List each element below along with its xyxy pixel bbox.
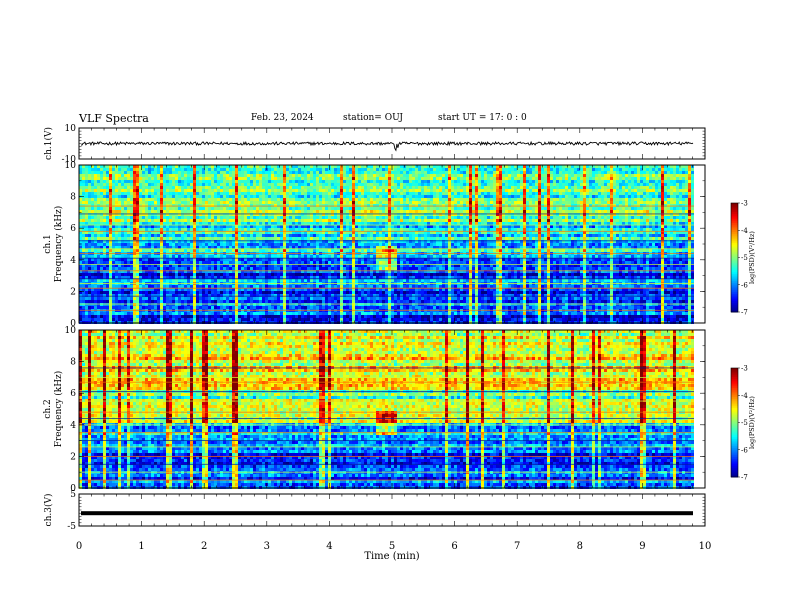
- xtick-9: 9: [639, 541, 645, 552]
- xtick-6: 6: [451, 541, 457, 552]
- sp1-ytick-3: 6: [70, 224, 76, 234]
- ch1-spectrogram-image: [79, 165, 705, 324]
- xtick-5: 5: [389, 541, 395, 552]
- sp1-ylabel-channel: ch.1: [43, 234, 53, 253]
- ch2-spectrogram-image: [79, 330, 705, 489]
- sp1-ytick-2: 4: [70, 256, 76, 266]
- sp2-cbar-tick-2: -5: [741, 419, 748, 427]
- sp2-ytick-1: 2: [70, 452, 76, 462]
- sp1-cbar-tick-1: -4: [741, 227, 748, 235]
- xtick-2: 2: [201, 541, 207, 552]
- xtick-0: 0: [76, 541, 82, 552]
- sp2-cbar-label: log(PSD)(V²/Hz): [748, 396, 756, 449]
- xaxis-label: Time (min): [364, 551, 419, 562]
- sp2-cbar-tick-0: -3: [741, 365, 748, 373]
- sp2-cbar-tick-4: -7: [741, 474, 748, 482]
- ch1-ytick-0: 10: [65, 124, 77, 134]
- start-time-label: start UT = 17: 0 : 0: [438, 113, 527, 123]
- sp2-ytick-3: 6: [70, 389, 76, 399]
- xtick-8: 8: [577, 541, 583, 552]
- sp2-ytick-5: 10: [65, 326, 77, 336]
- xtick-3: 3: [264, 541, 270, 552]
- station-label: station= OUJ: [343, 113, 403, 123]
- sp1-cbar-label: log(PSD)(V²/Hz): [748, 231, 756, 284]
- sp1-ylabel-freq: Frequency (kHz): [53, 206, 64, 283]
- sp1-cbar-tick-0: -3: [741, 200, 748, 208]
- sp1-ytick-5: 10: [65, 161, 77, 171]
- sp1-ytick-1: 2: [70, 287, 76, 297]
- sp1-ytick-0: 0: [70, 319, 76, 329]
- sp1-ytick-4: 8: [70, 193, 76, 203]
- ch3-ytick-1: -5: [67, 522, 76, 532]
- sp1-cbar-tick-3: -6: [741, 281, 748, 289]
- sp2-ylabel-channel: ch.2: [43, 399, 53, 418]
- sp2-ytick-0: 0: [70, 484, 76, 494]
- sp2-ytick-2: 4: [70, 421, 76, 431]
- xtick-1: 1: [138, 541, 144, 552]
- sp1-cbar-tick-2: -5: [741, 254, 748, 262]
- ch1-ylabel: ch.1(V): [43, 127, 54, 160]
- sp2-colorbar: [730, 367, 739, 478]
- chart-title: VLF Spectra: [79, 112, 149, 125]
- xtick-10: 10: [699, 541, 712, 552]
- sp2-ytick-4: 8: [70, 358, 76, 368]
- xtick-4: 4: [326, 541, 332, 552]
- date-label: Feb. 23, 2024: [251, 113, 314, 123]
- ch3-ylabel: ch.3(V): [43, 494, 54, 527]
- sp1-cbar-tick-4: -7: [741, 309, 748, 317]
- xtick-7: 7: [514, 541, 520, 552]
- sp2-cbar-tick-3: -6: [741, 446, 748, 454]
- ch3-waveform-line: [81, 511, 693, 516]
- sp2-ylabel-freq: Frequency (kHz): [53, 371, 64, 448]
- ch1-ytick-1: -10: [62, 155, 77, 165]
- ch3-ytick-0: 5: [70, 490, 76, 500]
- sp1-colorbar: [730, 202, 739, 313]
- sp2-cbar-tick-1: -4: [741, 392, 748, 400]
- ch1-waveform-line: [81, 140, 694, 152]
